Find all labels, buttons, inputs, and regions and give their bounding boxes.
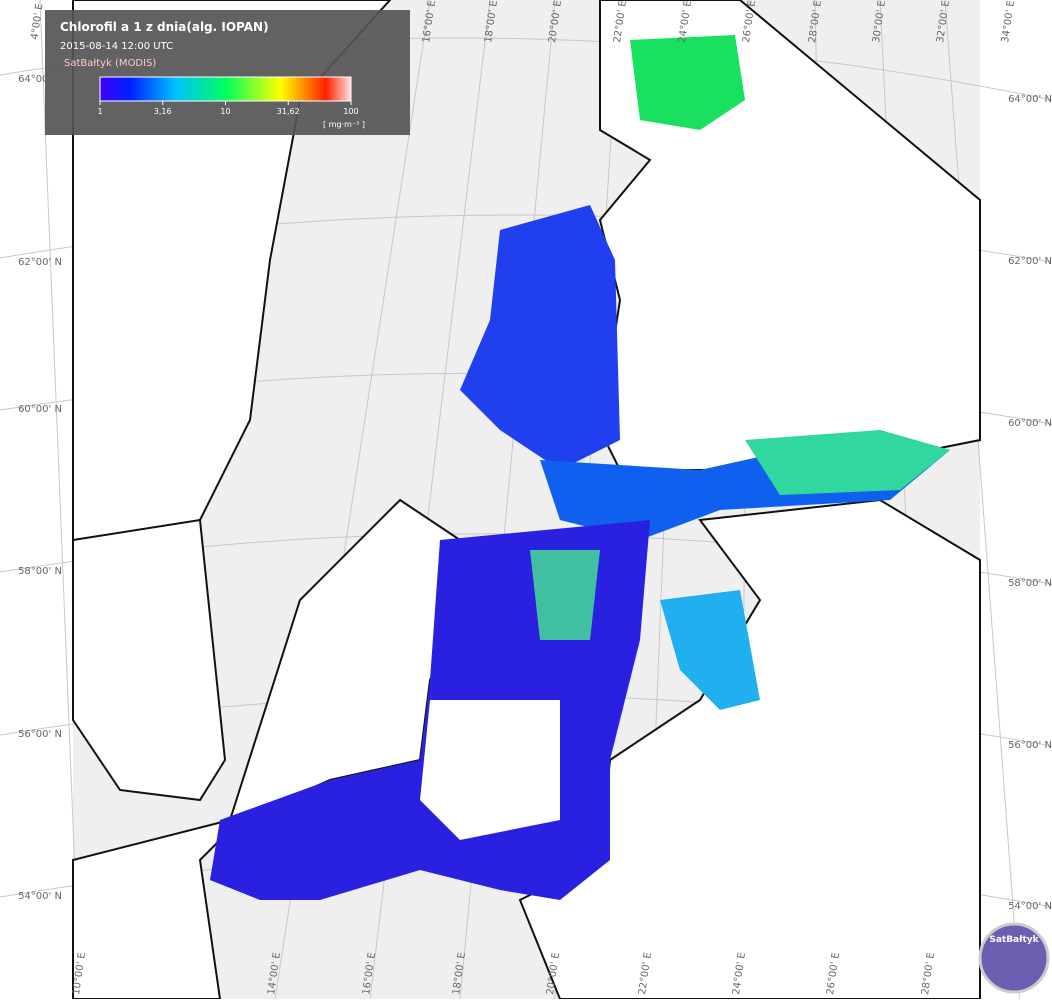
colorbar-tick-label: 1	[97, 107, 102, 116]
graticule-label: 54°00' N	[18, 891, 62, 902]
graticule-label: 64°00' N	[1008, 94, 1052, 105]
legend-title: Chlorofil a 1 z dnia(alg. IOPAN)	[60, 20, 269, 34]
graticule-label: 56°00' N	[18, 729, 62, 740]
graticule-label: 64°00' N	[18, 74, 62, 85]
logo: SatBałtyk	[978, 922, 1050, 994]
graticule-label: 54°00' N	[1008, 901, 1052, 912]
graticule-label: 62°00' N	[1008, 256, 1052, 267]
graticule-label: 60°00' N	[18, 404, 62, 415]
logo-text: SatBałtyk	[989, 935, 1039, 945]
colorbar-unit: [ mg·m⁻³ ]	[323, 120, 365, 129]
colorbar-tick-label: 3,16	[154, 107, 172, 116]
graticule-label: 62°00' N	[18, 257, 62, 268]
graticule-label: 60°00' N	[1008, 418, 1052, 429]
graticule-label: 34°00' E	[1000, 0, 1017, 44]
timestamp: 2015-08-14 12:00 UTC	[60, 41, 173, 52]
colorbar-tick-label: 100	[343, 107, 358, 116]
colorbar-tick-label: 31,62	[277, 107, 300, 116]
legend-box	[45, 10, 410, 135]
graticule-label: 4°00' E	[30, 3, 46, 41]
graticule-label: 58°00' N	[18, 566, 62, 577]
colorbar-tick-label: 10	[220, 107, 230, 116]
graticule-label: 56°00' N	[1008, 740, 1052, 751]
graticule-label: 58°00' N	[1008, 578, 1052, 589]
chlorophyll-field	[210, 35, 950, 900]
colorbar	[99, 76, 352, 102]
logo-badge	[978, 922, 1050, 994]
source: SatBałtyk (MODIS)	[64, 58, 156, 69]
legend: Chlorofil a 1 z dnia(alg. IOPAN) 2015-08…	[45, 10, 410, 135]
